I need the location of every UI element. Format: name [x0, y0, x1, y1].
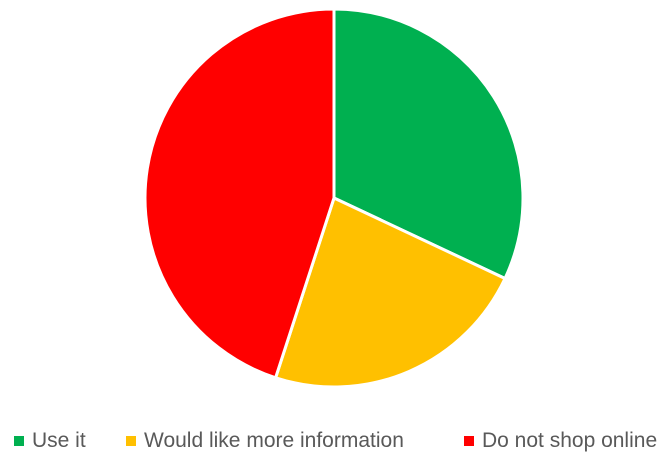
- legend-item-more-information: Would like more information: [126, 426, 404, 456]
- legend-label-more-information: Would like more information: [144, 429, 404, 452]
- legend-swatch-more-information: [126, 436, 136, 446]
- pie-slice-do-not-shop-online: [143, 7, 336, 380]
- legend-swatch-do-not-shop-online: [464, 436, 474, 446]
- legend-item-do-not-shop-online: Do not shop online: [464, 426, 657, 456]
- legend-item-use-it: Use it: [14, 426, 86, 456]
- legend-swatch-use-it: [14, 436, 24, 446]
- pie-slice-would-like-more-information: [274, 196, 507, 389]
- chart-legend: Use it Would like more information Do no…: [0, 426, 669, 456]
- legend-label-use-it: Use it: [32, 429, 86, 452]
- legend-label-do-not-shop-online: Do not shop online: [482, 429, 658, 452]
- pie-slice-use-it: [332, 7, 525, 280]
- pie-plot-area: [143, 7, 525, 389]
